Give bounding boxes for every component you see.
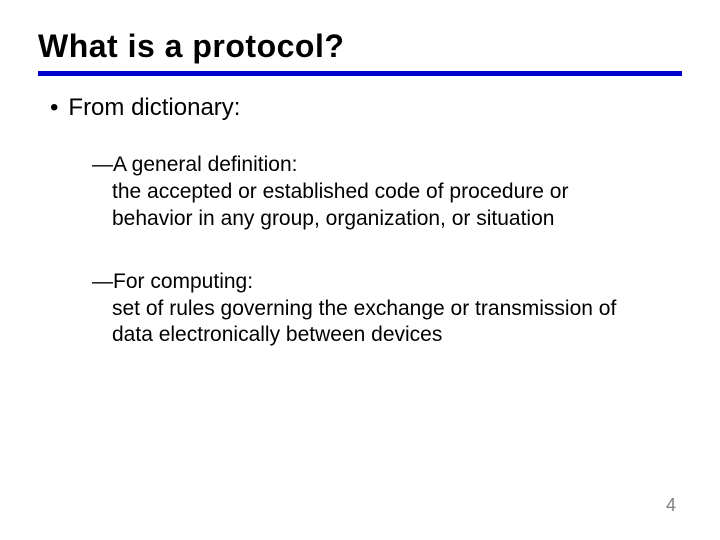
slide: What is a protocol? • From dictionary: —… <box>0 0 720 540</box>
sub-item-1: — A general definition: the accepted or … <box>92 152 652 233</box>
spacer <box>38 233 682 269</box>
sub-item-1-lead: A general definition: <box>113 152 297 179</box>
bullet-marker: • <box>50 96 58 120</box>
sub-item-2: — For computing: set of rules governing … <box>92 269 652 350</box>
bullet-level1: • From dictionary: <box>50 94 682 122</box>
sub-item-1-body: the accepted or established code of proc… <box>112 179 652 233</box>
spacer <box>38 122 682 152</box>
page-number: 4 <box>666 495 676 516</box>
title-underline <box>38 71 682 76</box>
sub-item-1-lead-row: — A general definition: <box>92 152 652 179</box>
emdash-icon: — <box>92 269 113 296</box>
slide-title: What is a protocol? <box>38 28 682 65</box>
sub-item-2-lead: For computing: <box>113 269 253 296</box>
sub-item-2-lead-row: — For computing: <box>92 269 652 296</box>
bullet-text: From dictionary: <box>68 94 682 122</box>
emdash-icon: — <box>92 152 113 179</box>
sub-item-2-body: set of rules governing the exchange or t… <box>112 296 652 350</box>
